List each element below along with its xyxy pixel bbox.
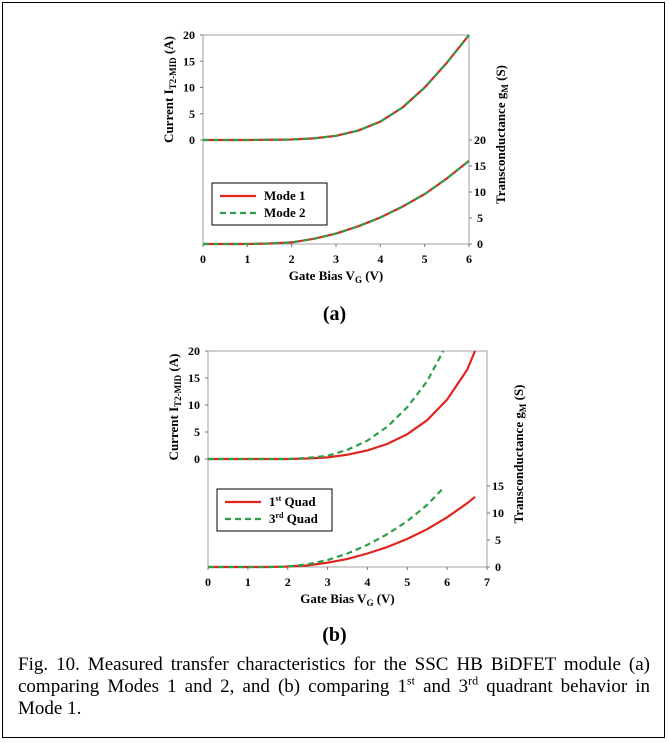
y-left-axis-title: Current IT2-MID (A): [161, 36, 178, 143]
y-right-axis-title: Transconductance gM (S): [511, 385, 528, 524]
legend-box: [211, 182, 328, 226]
y-left-tick-label: 15: [183, 54, 195, 68]
caption-part-1: Fig. 10. Measured transfer characteristi…: [18, 654, 650, 697]
x-tick-label: 3: [333, 252, 339, 266]
x-tick-label: 3: [325, 575, 331, 589]
caption-sup-2: rd: [468, 673, 479, 688]
current-series-line: [208, 350, 445, 461]
x-tick-label: 1: [244, 252, 250, 266]
y-right-tick-label: 0: [495, 560, 501, 574]
transconductance-series-line: [203, 159, 470, 246]
legend-label: 3rd Quad: [269, 511, 319, 526]
y-right-tick-label: 15: [492, 479, 504, 493]
x-tick-label: 4: [377, 252, 383, 266]
legend-label: 1st Quad: [269, 494, 316, 509]
y-right-tick-label: 10: [474, 185, 486, 199]
y-left-tick-label: 5: [194, 425, 200, 439]
x-axis-title: Gate Bias VG (V): [300, 591, 395, 608]
y-right-tick-label: 0: [477, 237, 483, 251]
y-right-tick-label: 20: [474, 133, 486, 147]
x-tick-label: 6: [444, 575, 450, 589]
y-left-tick-label: 10: [183, 81, 195, 95]
x-tick-label: 6: [466, 252, 472, 266]
chart-b: 0 5 10 15 20 0 5 10 15 0 1 2 3 4 5 6 7 Gate Bias VG (V) Cu…: [166, 344, 528, 608]
panel-label-a: (a): [322, 303, 347, 325]
y-right-axis-title: Transconductance gM (S): [493, 65, 510, 204]
y-left-tick-label: 10: [188, 398, 200, 412]
y-right-tick-label: 5: [477, 211, 483, 225]
legend-box: [216, 488, 333, 532]
panel-label-b: (b): [322, 624, 347, 646]
legend-label: Mode 2: [264, 205, 306, 220]
y-left-tick-label: 0: [189, 133, 195, 147]
current-series-line: [203, 34, 470, 142]
y-left-tick-label: 5: [189, 107, 195, 121]
x-tick-label: 4: [364, 575, 370, 589]
x-tick-label: 5: [422, 252, 428, 266]
caption-part-3: quadrant behavior in Mode 1.: [18, 676, 650, 719]
x-tick-label: 0: [205, 575, 211, 589]
caption-part-2: and 3: [415, 676, 469, 697]
current-series-line: [208, 350, 477, 461]
transconductance-series-line: [208, 487, 444, 569]
x-tick-label: 2: [289, 252, 295, 266]
x-axis-title: Gate Bias VG (V): [289, 268, 384, 285]
y-left-axis-title: Current IT2-MID (A): [166, 354, 183, 461]
y-right-tick-label: 5: [495, 533, 501, 547]
chart-a: 0 5 10 15 20 0 5 10 15 20 0 1 2 3 4 5 6 Gate Bias VG (V) C…: [161, 28, 510, 285]
figure-caption: Fig. 10. Measured transfer characteristi…: [18, 654, 650, 720]
x-tick-label: 1: [245, 575, 251, 589]
y-right-tick-label: 15: [474, 159, 486, 173]
legend-label: Mode 1: [264, 188, 306, 203]
x-tick-label: 7: [484, 575, 490, 589]
x-tick-label: 5: [404, 575, 410, 589]
x-tick-label: 2: [285, 575, 291, 589]
x-tick-label: 0: [200, 252, 206, 266]
y-left-tick-label: 20: [183, 28, 195, 42]
y-left-tick-label: 20: [188, 344, 200, 358]
y-left-tick-label: 0: [194, 452, 200, 466]
y-left-tick-label: 15: [188, 371, 200, 385]
caption-sup-1: st: [407, 673, 416, 688]
y-right-tick-label: 10: [492, 506, 504, 520]
